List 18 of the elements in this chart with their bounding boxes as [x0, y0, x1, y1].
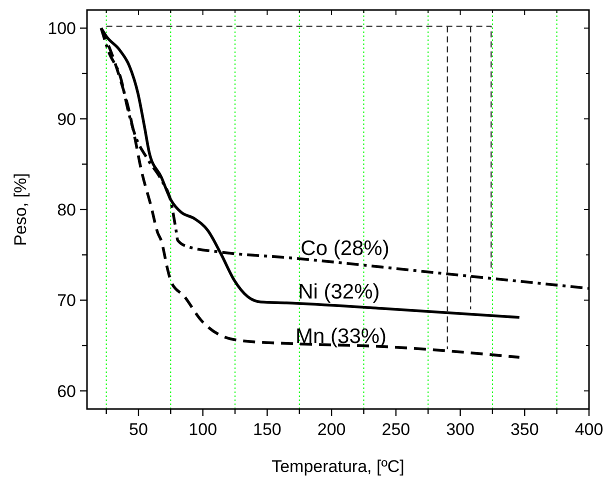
annotation: Ni (32%): [298, 280, 380, 304]
y-tick-label: 60: [57, 382, 76, 401]
y-axis-title: Peso, [%]: [11, 173, 30, 246]
annotation: Co (28%): [300, 236, 390, 260]
x-tick-label: 300: [446, 420, 474, 439]
x-tick-label: 250: [382, 420, 410, 439]
y-tick-label: 80: [57, 200, 76, 220]
x-tick-label: 350: [510, 420, 539, 439]
y-tick-label: 100: [48, 19, 76, 38]
y-tick-label: 90: [57, 110, 76, 129]
annotation: Mn (33%): [296, 324, 387, 348]
x-tick-label: 50: [129, 420, 148, 439]
x-tick-label: 400: [574, 420, 604, 439]
x-tick-label: 100: [188, 420, 218, 439]
x-tick-label: 200: [317, 420, 346, 439]
x-axis-title: Temperatura, [ºC]: [272, 457, 404, 476]
x-tick-label: 150: [253, 420, 282, 439]
y-tick-label: 70: [57, 291, 76, 310]
